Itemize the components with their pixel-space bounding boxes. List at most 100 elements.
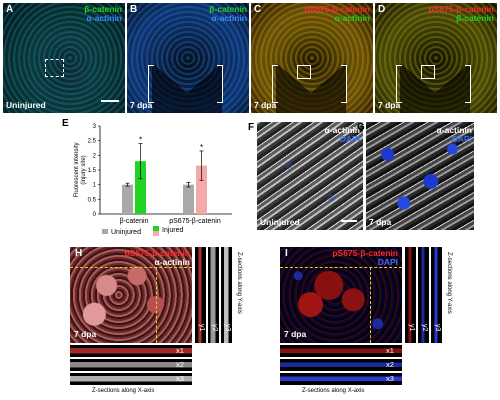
panel-letter-a: A xyxy=(6,4,14,15)
label-ps675-beta-catenin: pS675-β-catenin xyxy=(124,248,190,258)
injury-bracket-right xyxy=(217,65,223,103)
y-tick-label: 2.5 xyxy=(88,139,97,145)
y-section-label: y3 xyxy=(224,324,231,332)
bar xyxy=(122,184,133,214)
panel-a-labels: β-catenin α-actinin xyxy=(60,5,122,23)
panel-d-image xyxy=(375,3,497,113)
y-section-label: y2 xyxy=(211,324,218,332)
label-alpha-actinin: α-actinin xyxy=(436,125,472,135)
selection-box xyxy=(45,59,64,77)
legend-swatch xyxy=(153,226,159,231)
panel-letter-g: G xyxy=(357,122,365,133)
x-section-label: x1 xyxy=(176,346,184,355)
x-axis-caption: Z-sections along X-axis xyxy=(92,388,155,394)
panel-h-labels: pS675-β-catenin α-actinin xyxy=(110,249,190,267)
panel-letter-c: C xyxy=(254,4,262,15)
x-section-strip xyxy=(70,345,192,357)
label-alpha-actinin: α-actinin xyxy=(211,13,247,23)
y-tick-label: 2 xyxy=(93,153,97,159)
y-section-strip xyxy=(195,247,206,343)
panel-f-labels: α-actinin DAPI xyxy=(300,126,360,144)
panel-letter-i: I xyxy=(285,248,288,259)
y-axis-label: (injury site) xyxy=(81,155,87,184)
selection-box xyxy=(297,65,311,79)
panel-d-condition: 7 dpa xyxy=(378,100,401,110)
legend-label: Uninjured xyxy=(111,229,141,236)
label-alpha-actinin: α-actinin xyxy=(334,13,370,23)
injury-bracket-right xyxy=(465,65,471,103)
label-beta-catenin: β-catenin xyxy=(84,4,122,14)
y-axis-caption: Z-sections along Y-axis xyxy=(236,252,242,314)
label-ps675-beta-catenin: pS675-β-catenin xyxy=(304,4,370,14)
scale-bar xyxy=(341,220,357,222)
panel-i-labels: pS675-β-catenin DAPI xyxy=(318,249,398,267)
panel-a-image xyxy=(3,3,125,113)
panel-f-image xyxy=(257,122,363,230)
panel-d-labels: pS675-β-catenin β-catenin xyxy=(414,5,494,23)
label-beta-catenin: β-catenin xyxy=(209,4,247,14)
y-section-strip xyxy=(405,247,416,343)
panel-g-image xyxy=(366,122,474,230)
label-ps675-beta-catenin: pS675-β-catenin xyxy=(332,248,398,258)
panel-g-condition: 7 dpa xyxy=(369,217,392,227)
x-section-label: x2 xyxy=(176,360,184,369)
x-section-strip xyxy=(70,373,192,385)
panel-letter-d: D xyxy=(378,4,386,15)
x-section-label: x3 xyxy=(176,374,184,383)
legend-swatch xyxy=(153,231,159,236)
panel-a-condition: Uninjured xyxy=(6,100,46,110)
significance-mark: * xyxy=(139,136,142,145)
injury-bracket-left xyxy=(148,65,154,103)
y-section-label: y3 xyxy=(434,324,441,332)
y-section-strip xyxy=(208,247,219,343)
y-axis-caption: Z-sections along Y-axis xyxy=(446,252,452,314)
x-category-label: β-catenin xyxy=(120,218,149,225)
panel-b-condition: 7 dpa xyxy=(130,100,153,110)
selection-box xyxy=(421,65,435,79)
label-dapi: DAPI xyxy=(377,257,398,267)
injury-bracket-left xyxy=(272,65,278,103)
panel-letter-e: E xyxy=(62,118,69,129)
panel-b-image xyxy=(127,3,249,113)
label-dapi: DAPI xyxy=(451,134,472,144)
injury-bracket-right xyxy=(341,65,347,103)
label-dapi: DAPI xyxy=(339,134,360,144)
label-alpha-actinin: α-actinin xyxy=(154,257,190,267)
y-axis-label: Fluorescent intensity xyxy=(74,142,80,197)
panel-g-labels: α-actinin DAPI xyxy=(410,126,472,144)
x-axis-caption: Z-sections along X-axis xyxy=(302,388,365,394)
y-tick-label: 3 xyxy=(93,124,97,130)
legend-swatch xyxy=(102,229,108,234)
panel-c-condition: 7 dpa xyxy=(254,100,277,110)
x-section-label: x3 xyxy=(386,374,394,383)
bar xyxy=(196,165,207,214)
scale-bar xyxy=(101,100,119,102)
x-section-strip xyxy=(280,373,402,385)
crosshair-vertical xyxy=(370,267,371,343)
x-section-strip xyxy=(70,359,192,371)
panel-c-image xyxy=(251,3,373,113)
y-section-label: y1 xyxy=(408,324,415,332)
x-category-label: pS675-β-catenin xyxy=(169,218,221,225)
y-tick-label: 0 xyxy=(93,212,97,218)
y-tick-label: 1.5 xyxy=(88,168,97,174)
crosshair-horizontal xyxy=(280,267,402,268)
panel-i-condition: 7 dpa xyxy=(284,329,307,339)
panel-h-condition: 7 dpa xyxy=(74,329,97,339)
panel-f-condition: Uninjured xyxy=(260,217,300,227)
y-section-label: y2 xyxy=(421,324,428,332)
x-section-label: x2 xyxy=(386,360,394,369)
y-tick-label: 0.5 xyxy=(88,197,97,203)
x-section-strip xyxy=(280,345,402,357)
label-ps675-beta-catenin: pS675-β-catenin xyxy=(428,4,494,14)
crosshair-horizontal xyxy=(70,267,192,268)
panel-letter-h: H xyxy=(75,248,83,259)
injury-bracket-left xyxy=(396,65,402,103)
label-alpha-actinin: α-actinin xyxy=(86,13,122,23)
y-section-strip xyxy=(221,247,232,343)
x-section-strip xyxy=(280,359,402,371)
panel-h-image xyxy=(70,247,192,343)
label-alpha-actinin: α-actinin xyxy=(324,125,360,135)
legend-label: Injured xyxy=(162,227,184,234)
panel-c-labels: pS675-β-catenin α-actinin xyxy=(290,5,370,23)
